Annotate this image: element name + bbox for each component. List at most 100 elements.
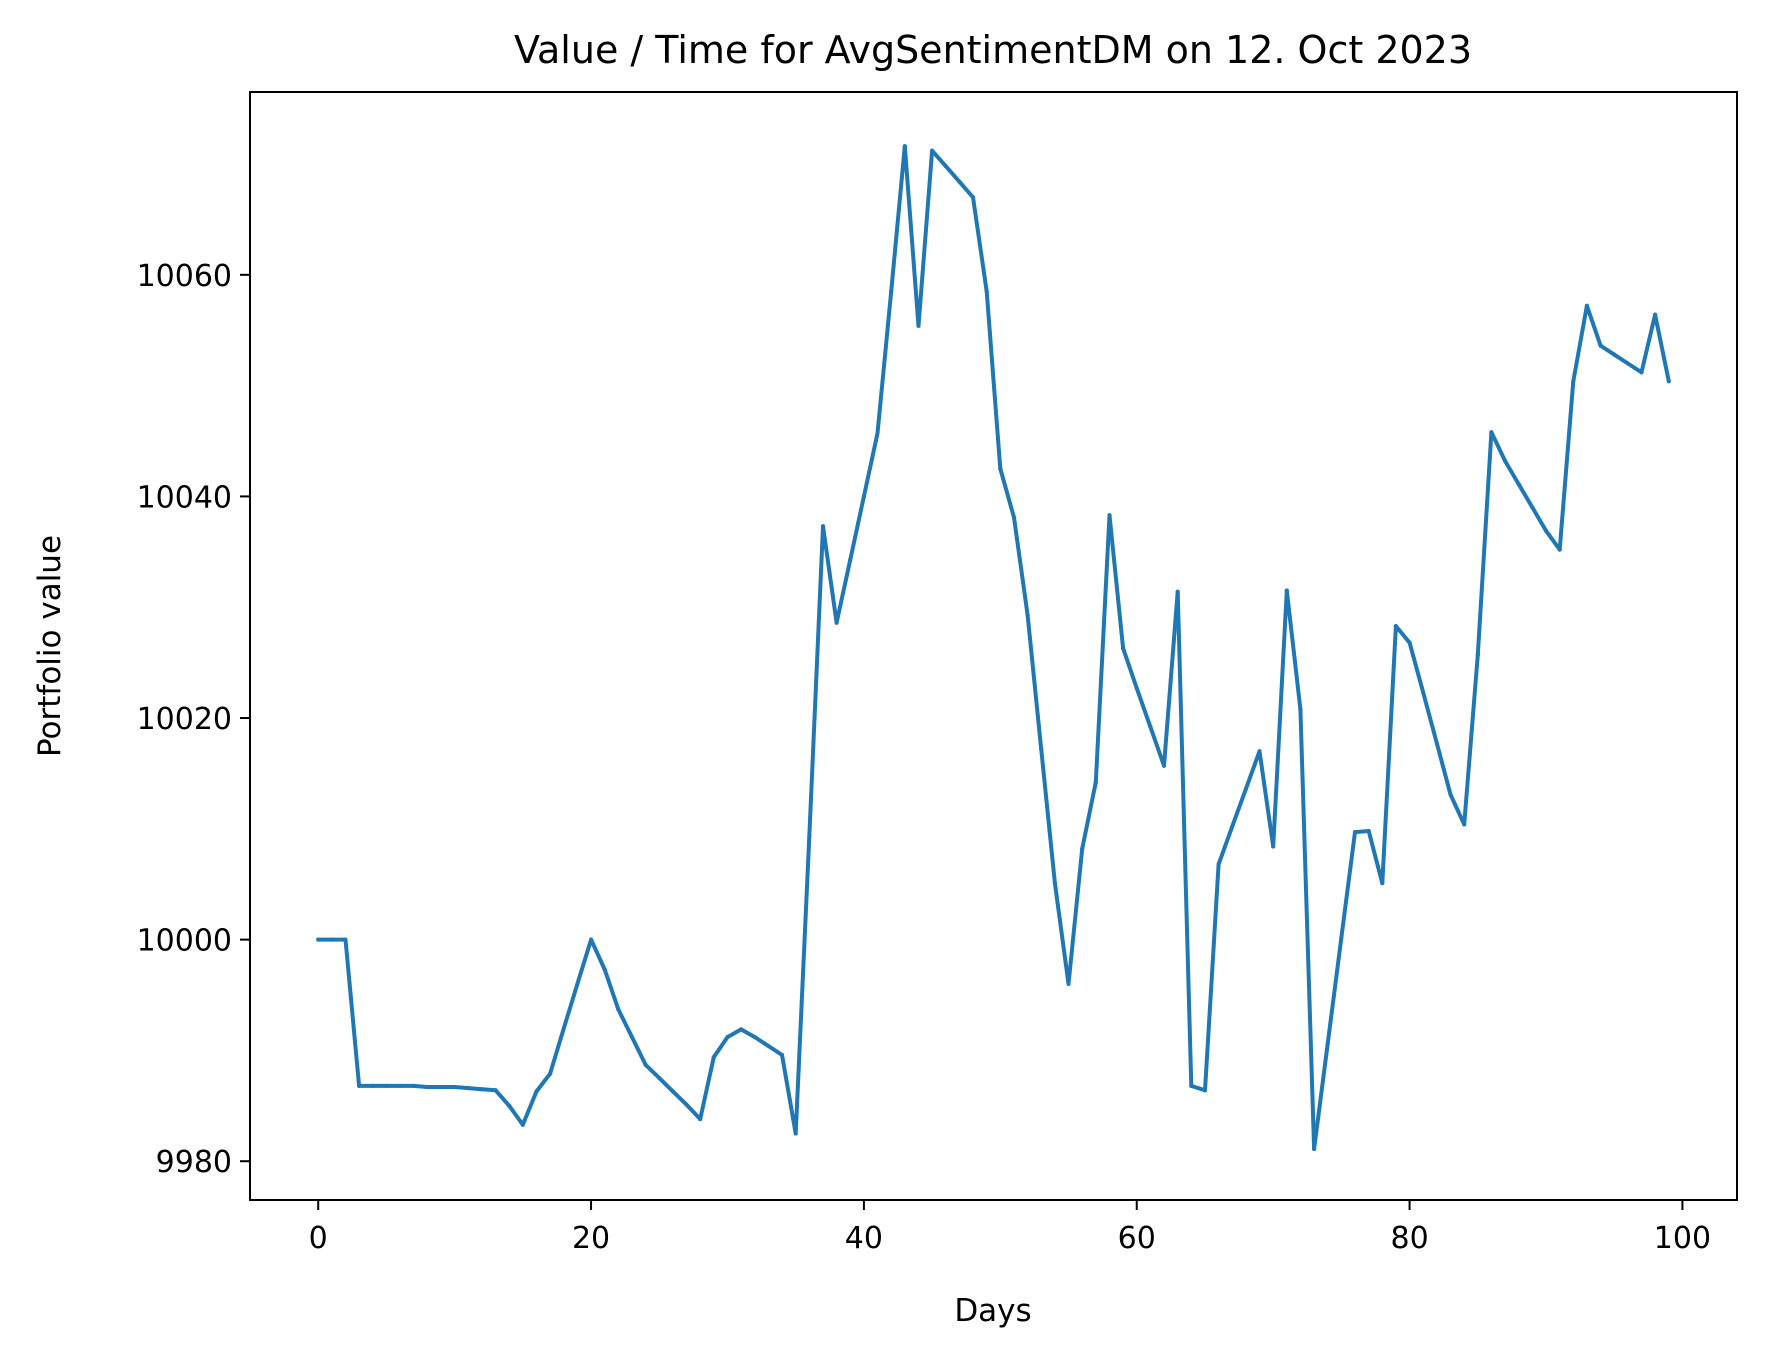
line-segment (1339, 830, 1357, 940)
data-point (725, 1035, 730, 1040)
data-point (1489, 430, 1494, 435)
data-point (1612, 352, 1617, 357)
line-segment (1271, 588, 1289, 849)
line-segment (1489, 430, 1508, 463)
data-point (398, 1083, 403, 1088)
data-point (630, 1035, 634, 1040)
data-point (670, 1089, 675, 1094)
line-segment (902, 144, 921, 328)
line-segment (589, 937, 607, 972)
data-point (1216, 862, 1221, 867)
data-point (1462, 822, 1467, 827)
data-point (1516, 482, 1521, 487)
data-point (589, 937, 594, 942)
line-segment (630, 1035, 648, 1067)
line-segment (766, 1044, 784, 1057)
data-point (1407, 640, 1412, 645)
data-point (1530, 505, 1535, 510)
line-segment (1080, 780, 1098, 851)
line-segment (1530, 505, 1548, 533)
line-segment (670, 1089, 689, 1107)
line-segment (1407, 640, 1426, 695)
line-segment (1571, 303, 1589, 384)
line-segment (1584, 303, 1603, 348)
x-tick-label: 0 (309, 1221, 328, 1256)
data-point (1230, 824, 1235, 829)
line-segment (1544, 528, 1562, 552)
data-point (1653, 312, 1658, 317)
data-point (493, 1088, 498, 1093)
x-tick-label: 20 (572, 1221, 610, 1256)
line-segment (602, 967, 621, 1012)
data-point (807, 834, 812, 839)
line-segment (1475, 430, 1494, 657)
line-segment (1434, 741, 1453, 797)
line-segment (493, 1088, 512, 1108)
line-segment (1012, 515, 1030, 617)
line-segment (561, 981, 580, 1031)
data-point (1557, 547, 1562, 552)
line-segment (725, 1027, 744, 1040)
line-segment (411, 1083, 430, 1089)
data-point (1434, 741, 1439, 746)
data-point (793, 1131, 798, 1136)
data-point (384, 1083, 389, 1088)
line-segment (343, 937, 362, 1088)
line-segment (1175, 589, 1194, 1088)
x-axis-ticks: 0 20 40 60 80 100 (309, 1200, 1711, 1256)
data-point (1353, 830, 1357, 835)
x-axis-label: Days (954, 1293, 1031, 1329)
data-point (425, 1085, 430, 1089)
data-point (452, 1085, 457, 1089)
data-point (1666, 379, 1671, 384)
line-segment (793, 834, 812, 1136)
data-point (1066, 981, 1071, 986)
line-segment (1203, 862, 1221, 1093)
line-segment (916, 148, 935, 328)
line-segment (616, 1007, 634, 1040)
data-point (1448, 792, 1453, 797)
data-point (1175, 589, 1180, 594)
line-segment (1189, 1083, 1207, 1093)
line-segment (1121, 646, 1139, 691)
y-axis-ticks: 9980 10000 10020 10040 10060 (137, 259, 250, 1180)
data-point (1093, 780, 1098, 785)
x-tick-label: 60 (1118, 1221, 1156, 1256)
line-segment (780, 1052, 798, 1136)
data-point (1121, 646, 1126, 651)
data-point (834, 620, 839, 625)
y-tick-label: 10040 (137, 480, 232, 515)
line-segment (1093, 513, 1112, 785)
line-segment (1448, 792, 1467, 827)
data-point (1339, 935, 1344, 940)
data-point (1012, 515, 1016, 520)
line-segment (1107, 513, 1126, 651)
line-segment (984, 289, 1003, 471)
data-point (602, 967, 607, 972)
data-point (1134, 686, 1139, 691)
line-segment (1393, 624, 1412, 645)
line-segment (1257, 749, 1276, 849)
line-segment (1557, 379, 1576, 552)
line-segment (1066, 846, 1085, 986)
data-point (1148, 724, 1153, 729)
data-point (1584, 303, 1589, 308)
line-segment (1625, 361, 1644, 375)
line-segment (1421, 690, 1439, 746)
y-tick-label: 10020 (137, 702, 232, 737)
data-point (479, 1087, 484, 1092)
data-point (780, 1052, 784, 1057)
data-point (984, 289, 989, 294)
data-point (507, 1103, 512, 1108)
data-point (439, 1085, 443, 1089)
line-segment (1325, 935, 1344, 1046)
data-point (1598, 343, 1603, 348)
data-point (1393, 624, 1398, 629)
line-segment (1216, 824, 1235, 867)
data-point (520, 1122, 525, 1127)
data-point (1571, 379, 1576, 384)
line-segment (1025, 613, 1044, 751)
line-segment (1653, 312, 1671, 384)
data-point (698, 1117, 703, 1122)
